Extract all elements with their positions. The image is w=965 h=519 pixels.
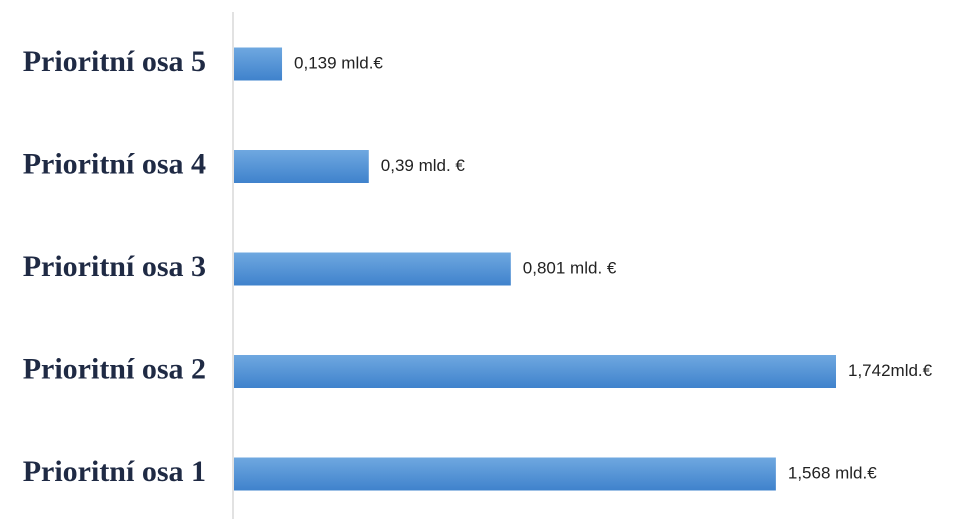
category-label: Prioritní osa 3 [23,250,206,283]
bar-1 [234,457,776,491]
value-label: 0,139 mld.€ [294,53,383,72]
bars-group [234,47,836,491]
category-label: Prioritní osa 2 [23,352,206,385]
labels-group: Prioritní osa 5 0,139 mld.€ Prioritní osa … [23,45,933,488]
value-label: 0,39 mld. € [381,156,466,175]
value-label: 1,742mld.€ [848,361,933,380]
bar-2 [234,355,836,388]
bar-4 [234,150,369,183]
value-label: 0,801 mld. € [523,258,617,277]
value-label: 1,568 mld.€ [788,463,877,482]
category-label: Prioritní osa 4 [23,147,206,180]
category-label: Prioritní osa 1 [23,455,206,488]
bar-3 [234,252,511,286]
category-label: Prioritní osa 5 [23,45,206,78]
bar-5 [234,47,283,81]
